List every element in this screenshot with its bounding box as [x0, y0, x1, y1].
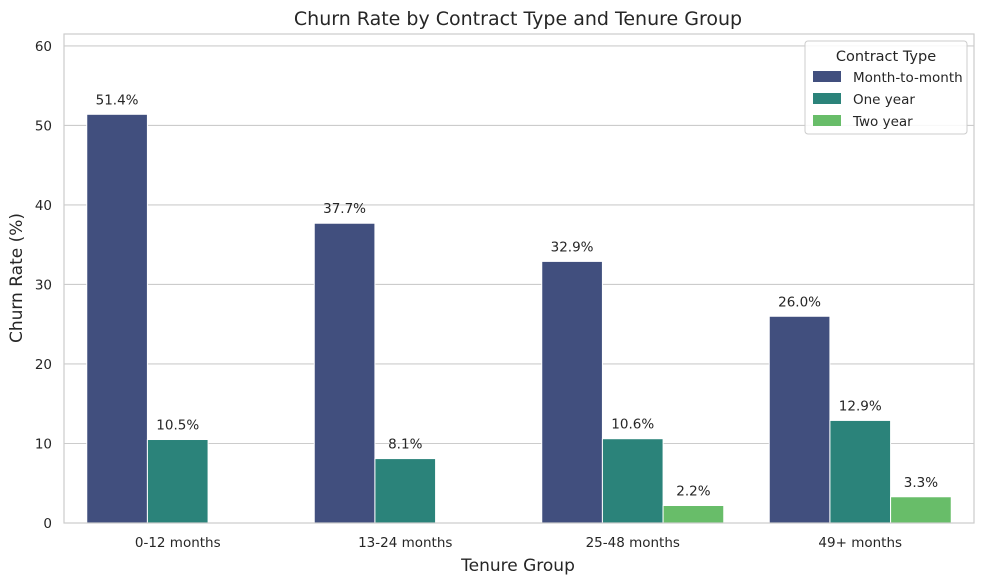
- data-label: 2.2%: [676, 484, 710, 500]
- chart-title: Churn Rate by Contract Type and Tenure G…: [294, 8, 742, 30]
- data-label: 26.0%: [778, 294, 821, 310]
- y-axis-label: Churn Rate (%): [7, 213, 27, 343]
- y-tick-labels: 0 10 20 30 40 50 60: [35, 39, 52, 532]
- data-label: 37.7%: [323, 201, 366, 217]
- data-label: 3.3%: [904, 475, 938, 491]
- legend-entry: Two year: [852, 114, 913, 130]
- bar-two-year-3: [890, 496, 952, 524]
- x-tick-label: 0-12 months: [135, 535, 221, 551]
- x-axis-label: Tenure Group: [460, 556, 575, 576]
- bar-one-year-1: [374, 458, 437, 524]
- data-label: 51.4%: [96, 92, 139, 108]
- bar-month-to-month-3: [768, 315, 831, 524]
- bar-one-year-2: [601, 438, 664, 524]
- bar-month-to-month-1: [313, 222, 376, 524]
- y-tick-label: 20: [35, 357, 52, 373]
- data-label: 10.5%: [156, 418, 199, 434]
- bars: [86, 113, 952, 524]
- legend-title: Contract Type: [836, 49, 936, 65]
- legend-items: Month-to-month One year Two year: [813, 70, 963, 130]
- legend-swatch: [813, 93, 841, 104]
- x-tick-label: 13-24 months: [358, 535, 452, 551]
- data-labels: 51.4% 10.5% 37.7% 8.1% 32.9% 10.6% 2.2% 26.0% 12…: [96, 92, 939, 499]
- data-label: 8.1%: [388, 437, 422, 453]
- data-label: 12.9%: [839, 398, 882, 414]
- data-label: 32.9%: [551, 239, 594, 255]
- legend-entry: Month-to-month: [853, 70, 963, 86]
- legend-swatch: [813, 71, 841, 82]
- y-tick-label: 50: [35, 118, 52, 134]
- y-tick-label: 60: [35, 39, 52, 55]
- legend-entry: One year: [853, 92, 915, 108]
- bar-one-year-0: [146, 439, 209, 524]
- bar-month-to-month-0: [86, 113, 148, 524]
- y-tick-label: 40: [35, 198, 52, 214]
- bar-month-to-month-2: [541, 260, 603, 524]
- bar-two-year-2: [662, 505, 725, 524]
- y-tick-label: 0: [43, 516, 52, 532]
- plot-frame: [63, 33, 975, 524]
- legend-box: [804, 40, 968, 135]
- y-tick-label: 10: [35, 436, 52, 452]
- legend-swatch: [813, 115, 841, 126]
- gridlines: [64, 45, 974, 524]
- x-tick-label: 25-48 months: [586, 535, 680, 551]
- legend: Contract Type Month-to-month One year Two …: [804, 40, 968, 135]
- x-tick-labels: 0-12 months 13-24 months 25-48 months 49+ m…: [135, 535, 902, 551]
- data-label: 10.6%: [611, 417, 654, 433]
- x-tick-label: 49+ months: [818, 535, 902, 551]
- bar-one-year-3: [829, 419, 892, 524]
- y-tick-label: 30: [35, 277, 52, 293]
